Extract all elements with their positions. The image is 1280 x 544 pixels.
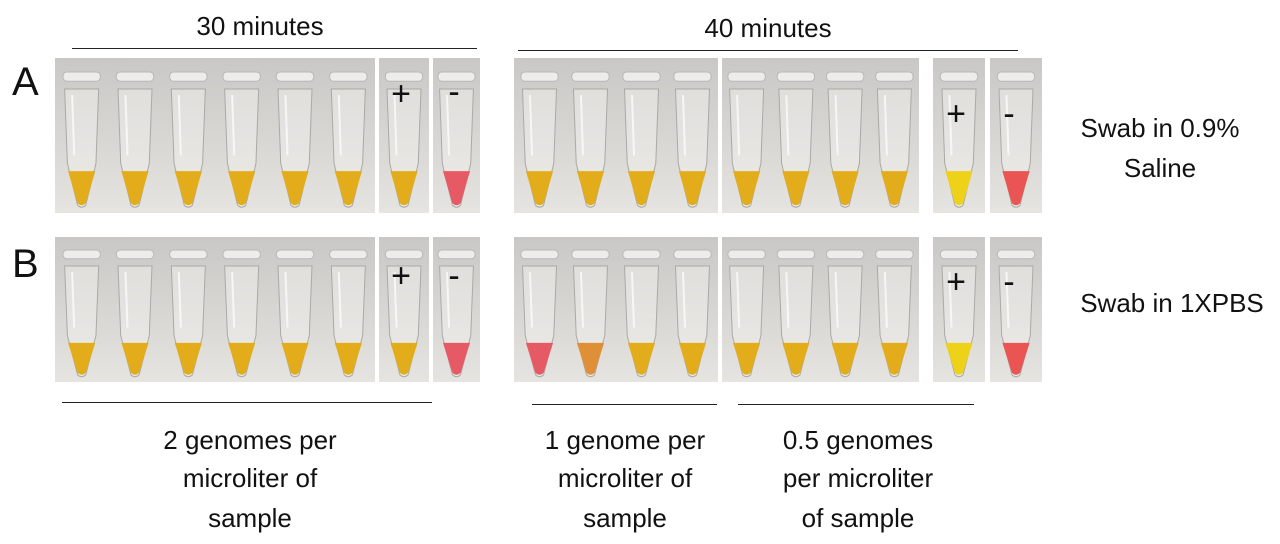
photo-a-40-left <box>514 58 718 213</box>
pcr-tube <box>996 71 1036 208</box>
row-label-a: A <box>12 60 39 104</box>
photo-b-30-neg <box>433 237 480 382</box>
control-negative-b30: - <box>448 257 460 295</box>
pcr-tube <box>939 249 979 378</box>
photo-b-30 <box>55 237 375 382</box>
group-caption-1-genome-line2: microliter of <box>557 463 693 493</box>
pcr-tube <box>939 71 979 208</box>
photo-panel-b-40min-right <box>722 237 919 382</box>
pcr-tube <box>825 249 865 378</box>
control-positive-a30: + <box>391 75 411 113</box>
pcr-tube <box>437 249 476 378</box>
header-30-rule <box>72 48 477 49</box>
pcr-tube <box>275 71 315 208</box>
pcr-tube <box>329 71 368 208</box>
control-positive-b40: + <box>946 263 966 301</box>
photo-a-40-right <box>722 58 919 213</box>
pcr-tube <box>571 71 610 208</box>
group-caption-0-5-genomes-line3: of sample <box>801 503 915 533</box>
photo-b-40-pos <box>933 237 985 382</box>
photo-b-40-left <box>514 237 718 382</box>
photo-panel-b-30min <box>55 237 375 382</box>
photo-panel-b-30min-negative <box>433 237 480 382</box>
photo-b-30-pos <box>379 237 429 382</box>
pcr-tube <box>622 71 661 208</box>
photo-panel-a-40min-right <box>722 58 919 213</box>
header-30-minutes: 30 minutes <box>196 11 324 41</box>
photo-panel-b-40min-left <box>514 237 718 382</box>
photo-b-40-neg <box>990 237 1042 382</box>
pcr-tube <box>875 71 914 208</box>
pcr-tube <box>622 249 661 378</box>
control-negative-a40: - <box>1003 95 1015 133</box>
control-positive-b30: + <box>391 257 411 295</box>
group-rule-1-genome <box>532 404 717 405</box>
pcr-tube <box>384 249 424 378</box>
pcr-tube <box>520 71 559 208</box>
pcr-tube <box>776 71 816 208</box>
photo-a-40-neg <box>990 58 1042 213</box>
photo-panel-a-30min-negative <box>433 58 480 213</box>
pcr-tube <box>115 249 155 378</box>
pcr-tube <box>115 71 155 208</box>
header-40-rule <box>518 50 1018 51</box>
group-caption-1-genome-line3: sample <box>583 503 667 533</box>
condition-b-line1: Swab in 1XPBS <box>1080 288 1264 318</box>
photo-panel-a-40min-positive <box>933 58 985 213</box>
group-caption-2-genomes-line3: sample <box>208 503 292 533</box>
photo-a-30 <box>55 58 375 213</box>
group-caption-2-genomes-line1: 2 genomes per <box>163 425 337 455</box>
pcr-tube <box>437 71 476 208</box>
pcr-tube <box>384 71 424 208</box>
group-caption-1-genome-line1: 1 genome per <box>544 425 706 455</box>
control-negative-b40: - <box>1003 263 1015 301</box>
photo-panel-b-30min-positive <box>379 237 429 382</box>
pcr-tube <box>727 71 766 208</box>
pcr-tube <box>169 249 208 378</box>
pcr-tube <box>222 249 261 378</box>
photo-panel-a-30min-positive <box>379 58 429 213</box>
group-caption-2-genomes-line2: microliter of <box>182 463 318 493</box>
pcr-tube <box>996 249 1036 378</box>
pcr-tube <box>727 249 766 378</box>
control-positive-a40: + <box>946 95 966 133</box>
photo-panel-a-40min-left <box>514 58 718 213</box>
photo-panel-b-40min-positive <box>933 237 985 382</box>
condition-a-line2: Saline <box>1123 153 1197 183</box>
photo-panel-a-40min-negative <box>990 58 1042 213</box>
photo-b-40-right <box>722 237 919 382</box>
photo-a-30-neg <box>433 58 480 213</box>
pcr-tube <box>62 71 101 208</box>
row-label-b: B <box>12 242 39 286</box>
photo-panel-a-30min <box>55 58 375 213</box>
photo-panel-b-40min-negative <box>990 237 1042 382</box>
photo-a-30-pos <box>379 58 429 213</box>
group-rule-2-genomes <box>62 402 432 403</box>
photo-a-40-pos <box>933 58 985 213</box>
pcr-tube <box>275 249 315 378</box>
pcr-tube <box>673 249 712 378</box>
pcr-tube <box>520 249 559 378</box>
pcr-tube <box>329 249 368 378</box>
pcr-tube <box>62 249 101 378</box>
pcr-tube <box>776 249 816 378</box>
pcr-tube <box>673 71 712 208</box>
pcr-tube <box>169 71 208 208</box>
control-negative-a30: - <box>448 73 460 111</box>
pcr-tube <box>222 71 261 208</box>
group-rule-0-5-genomes <box>738 404 974 405</box>
group-caption-0-5-genomes-line1: 0.5 genomes <box>782 425 934 455</box>
condition-a-line1: Swab in 0.9% <box>1080 113 1240 143</box>
header-40-minutes: 40 minutes <box>704 13 832 43</box>
pcr-tube <box>571 249 610 378</box>
pcr-tube <box>825 71 865 208</box>
pcr-tube <box>875 249 914 378</box>
group-caption-0-5-genomes-line2: per microliter <box>782 463 934 493</box>
